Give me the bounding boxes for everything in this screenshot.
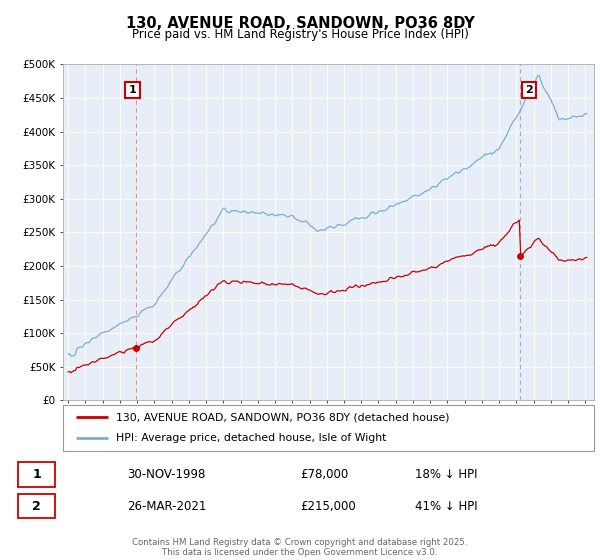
Text: 26-MAR-2021: 26-MAR-2021 <box>127 500 206 512</box>
Text: 1: 1 <box>32 468 41 481</box>
FancyBboxPatch shape <box>18 494 55 519</box>
Text: £215,000: £215,000 <box>300 500 356 512</box>
Text: 1: 1 <box>128 85 136 95</box>
Text: Price paid vs. HM Land Registry's House Price Index (HPI): Price paid vs. HM Land Registry's House … <box>131 28 469 41</box>
Text: £78,000: £78,000 <box>300 468 348 481</box>
Text: 18% ↓ HPI: 18% ↓ HPI <box>415 468 478 481</box>
Text: 2: 2 <box>32 500 41 512</box>
FancyBboxPatch shape <box>18 462 55 487</box>
Text: 2: 2 <box>525 85 533 95</box>
Text: 130, AVENUE ROAD, SANDOWN, PO36 8DY: 130, AVENUE ROAD, SANDOWN, PO36 8DY <box>125 16 475 31</box>
Text: Contains HM Land Registry data © Crown copyright and database right 2025.
This d: Contains HM Land Registry data © Crown c… <box>132 538 468 557</box>
Text: 41% ↓ HPI: 41% ↓ HPI <box>415 500 478 512</box>
Text: 130, AVENUE ROAD, SANDOWN, PO36 8DY (detached house): 130, AVENUE ROAD, SANDOWN, PO36 8DY (det… <box>116 412 449 422</box>
Text: 30-NOV-1998: 30-NOV-1998 <box>127 468 206 481</box>
Text: HPI: Average price, detached house, Isle of Wight: HPI: Average price, detached house, Isle… <box>116 433 386 444</box>
